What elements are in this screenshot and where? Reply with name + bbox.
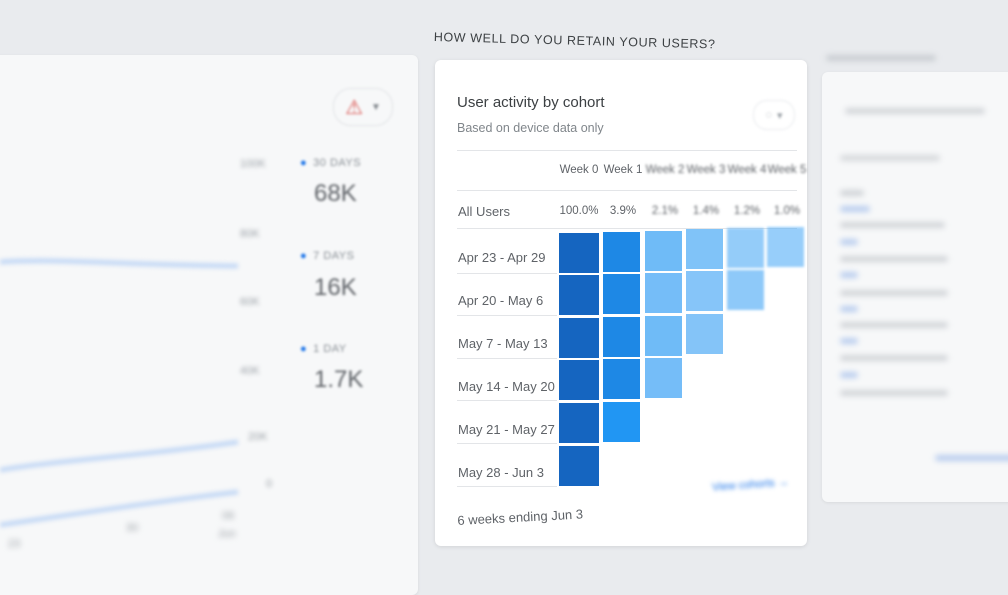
cohort-row-label: Apr 23 - Apr 29 bbox=[458, 250, 546, 265]
retention-cell[interactable] bbox=[645, 315, 682, 356]
y-axis-tick: 100K bbox=[240, 158, 266, 170]
series-line-7-days bbox=[0, 439, 239, 473]
y-axis-tick: 60K bbox=[240, 296, 260, 308]
retention-cell[interactable] bbox=[686, 229, 723, 270]
cohort-row-label: May 28 - Jun 3 bbox=[458, 465, 544, 480]
legend-item-7-days: ● 7 DAYS bbox=[300, 250, 355, 262]
legend-value-30-days: 68K bbox=[314, 180, 357, 207]
cohort-row-label: May 21 - May 27 bbox=[458, 422, 555, 437]
cohort-row-label: May 14 - May 20 bbox=[458, 379, 555, 394]
series-line-30-days bbox=[0, 258, 239, 269]
legend-dot: ● bbox=[300, 343, 308, 355]
y-axis-tick: 20K bbox=[248, 431, 268, 443]
retention-cell[interactable] bbox=[727, 270, 764, 311]
week-header: Week 2 bbox=[645, 164, 685, 176]
all-users-value: 3.9% bbox=[609, 205, 637, 217]
y-axis-tick: 80K bbox=[240, 228, 260, 240]
legend-value-7-days: 16K bbox=[314, 274, 357, 301]
arrow-right-icon: → bbox=[777, 476, 790, 490]
y-axis-tick: 40K bbox=[240, 365, 260, 377]
retention-cell[interactable] bbox=[559, 360, 599, 400]
row-divider bbox=[457, 443, 557, 444]
week-header: Week 3 bbox=[686, 164, 726, 176]
retention-cell[interactable] bbox=[559, 403, 599, 443]
overview-card bbox=[0, 55, 418, 595]
retention-cell[interactable] bbox=[559, 446, 599, 486]
x-axis-tick: 30 bbox=[126, 522, 139, 534]
all-users-label: All Users bbox=[458, 204, 511, 219]
legend-value-1-day: 1.7K bbox=[314, 366, 364, 393]
legend-dot: ● bbox=[300, 250, 308, 262]
divider bbox=[457, 190, 797, 191]
lightbulb-icon: ◌ bbox=[765, 109, 772, 121]
card-subtitle: Based on device data only bbox=[457, 121, 604, 135]
y-axis-tick: 0 bbox=[266, 478, 273, 490]
retention-cell[interactable] bbox=[559, 233, 599, 273]
warning-icon: ⚠ bbox=[345, 96, 364, 119]
cohort-row-label: May 7 - May 13 bbox=[458, 336, 548, 351]
retention-cell[interactable] bbox=[686, 314, 723, 355]
week-header: Week 4 bbox=[727, 164, 767, 176]
all-users-value: 100.0% bbox=[559, 205, 599, 217]
week-header: Week 1 bbox=[603, 164, 643, 176]
legend-dot: ● bbox=[300, 157, 308, 169]
retention-cell[interactable] bbox=[603, 273, 640, 314]
row-divider bbox=[457, 400, 557, 401]
all-users-value: 1.4% bbox=[692, 205, 720, 217]
legend-item-1-day: ● 1 DAY bbox=[300, 343, 347, 355]
week-header: Week 0 bbox=[559, 164, 599, 176]
x-axis-month: Jun bbox=[218, 528, 236, 540]
all-users-value: 2.1% bbox=[651, 205, 679, 217]
cohort-row-label: Apr 20 - May 6 bbox=[458, 293, 544, 308]
section-title: HOW WELL DO YOU RETAIN YOUR USERS? bbox=[433, 30, 716, 52]
retention-cell[interactable] bbox=[559, 275, 599, 315]
retention-cell[interactable] bbox=[603, 401, 640, 442]
series-line-1-day bbox=[0, 489, 239, 528]
all-users-value: 1.2% bbox=[733, 205, 761, 217]
retention-cell[interactable] bbox=[645, 272, 682, 313]
insights-menu-button[interactable]: ◌ ▾ bbox=[753, 100, 795, 130]
row-divider bbox=[457, 315, 557, 316]
card-title: User activity by cohort bbox=[457, 94, 605, 111]
side-card bbox=[822, 72, 1008, 502]
row-divider bbox=[457, 273, 557, 274]
retention-cell[interactable] bbox=[603, 358, 640, 399]
chevron-down-icon: ▼ bbox=[371, 101, 381, 113]
divider bbox=[457, 150, 797, 151]
x-axis-tick: 06 bbox=[222, 510, 235, 522]
row-divider bbox=[457, 358, 557, 359]
week-header: Week 5 bbox=[767, 164, 807, 176]
retention-cell[interactable] bbox=[645, 357, 682, 398]
retention-cell[interactable] bbox=[603, 231, 640, 272]
chevron-down-icon: ▾ bbox=[777, 109, 783, 122]
divider bbox=[457, 228, 797, 229]
all-users-value: 1.0% bbox=[773, 205, 801, 217]
legend-item-30-days: ● 30 DAYS bbox=[300, 157, 362, 169]
retention-cell[interactable] bbox=[645, 230, 682, 271]
retention-cell[interactable] bbox=[727, 228, 764, 269]
retention-cell[interactable] bbox=[559, 318, 599, 358]
alert-dropdown-button[interactable]: ⚠ ▼ bbox=[333, 88, 393, 126]
retention-cell[interactable] bbox=[603, 316, 640, 357]
x-axis-tick: 23 bbox=[8, 538, 21, 550]
retention-cell[interactable] bbox=[767, 227, 804, 267]
retention-cell[interactable] bbox=[686, 271, 723, 312]
active-users-chart bbox=[0, 258, 239, 528]
row-divider bbox=[457, 486, 557, 487]
